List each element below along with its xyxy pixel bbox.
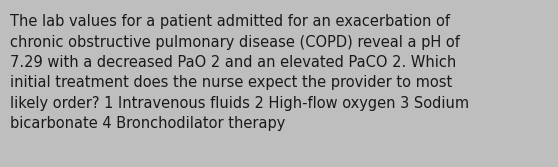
Text: The lab values for a patient admitted for an exacerbation of
chronic obstructive: The lab values for a patient admitted fo… xyxy=(10,14,469,131)
